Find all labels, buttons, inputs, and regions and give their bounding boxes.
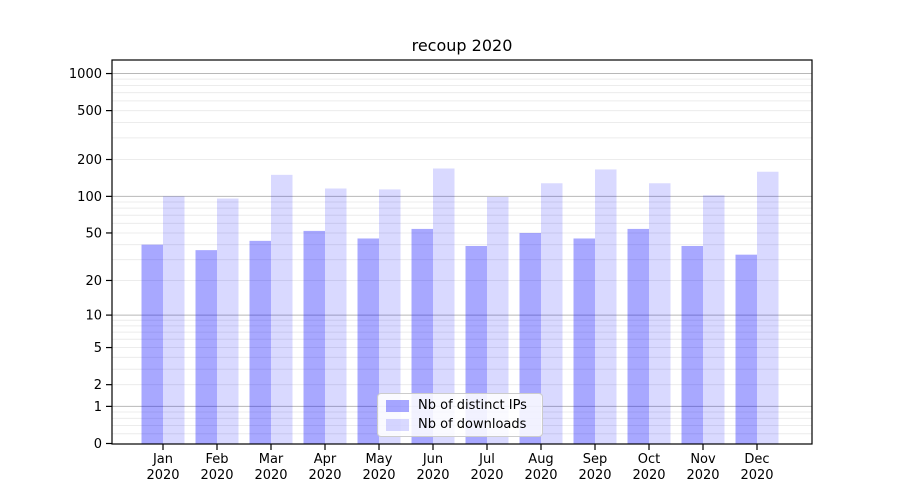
bar-distinct-ips [141,244,163,444]
plot-frame [111,59,813,445]
bar-distinct-ips [249,240,271,444]
bar-downloads [433,168,455,444]
x-tick-label-year: 2020 [740,468,773,483]
legend: Nb of distinct IPs Nb of downloads [377,393,543,437]
x-tick-label-month: Aug [528,452,553,467]
bar-downloads [595,169,617,444]
x-tick-label-year: 2020 [632,468,665,483]
x-tick-label-month: Sep [583,452,608,467]
bar-downloads [217,198,239,444]
bar-downloads [541,183,563,444]
y-tick-label: 2 [94,378,102,393]
bar-distinct-ips [195,250,217,444]
bar-downloads [757,171,779,444]
x-tick-label-month: Jun [422,452,443,467]
x-tick-label-month: Mar [259,452,284,467]
y-tick-label: 200 [77,153,102,168]
x-tick-label-month: Feb [205,452,228,467]
x-tick-label-month: May [366,452,393,467]
x-tick-label-year: 2020 [254,468,287,483]
y-tick-label: 1 [94,400,102,415]
x-tick-label-year: 2020 [416,468,449,483]
y-tick-label: 1000 [69,67,102,82]
x-tick-label-year: 2020 [686,468,719,483]
x-tick-label-month: Apr [314,452,337,467]
y-tick-label: 10 [85,309,102,324]
y-tick-label: 50 [85,226,102,241]
chart-title: recoup 2020 [411,36,513,55]
x-tick-label-year: 2020 [200,468,233,483]
bar-distinct-ips [303,230,325,444]
x-tick-label-year: 2020 [470,468,503,483]
legend-swatch-distinct-ips-icon [386,399,409,412]
bar-distinct-ips [573,238,595,444]
y-tick-label: 0 [94,437,102,452]
x-tick-label-year: 2020 [524,468,557,483]
bar-distinct-ips [411,228,433,444]
bar-downloads [487,196,509,444]
bar-downloads [703,195,725,444]
y-tick-label: 500 [77,104,102,119]
y-tick-label: 100 [77,190,102,205]
bar-distinct-ips [519,232,541,444]
bar-downloads [649,183,671,444]
bar-distinct-ips [735,254,757,444]
x-tick-label-month: Dec [744,452,769,467]
x-tick-label-month: Nov [690,452,716,467]
x-tick-label-month: Oct [638,452,660,467]
legend-item-downloads: Nb of downloads [386,416,534,433]
bar-distinct-ips [357,238,379,444]
bar-downloads [379,189,401,444]
x-tick-label-year: 2020 [362,468,395,483]
bar-distinct-ips [681,245,703,444]
x-tick-label-month: Jul [478,452,495,467]
bar-distinct-ips [627,228,649,444]
x-tick-label-month: Jan [152,452,173,467]
legend-item-distinct-ips: Nb of distinct IPs [386,397,534,414]
bar-downloads [325,188,347,444]
legend-label-distinct-ips: Nb of distinct IPs [418,398,527,413]
y-tick-label: 5 [94,341,102,356]
x-tick-label-year: 2020 [578,468,611,483]
y-tick-label: 20 [85,274,102,289]
bar-downloads [163,196,185,444]
legend-label-downloads: Nb of downloads [418,417,527,432]
x-tick-label-year: 2020 [146,468,179,483]
x-tick-label-year: 2020 [308,468,341,483]
bar-downloads [271,174,293,444]
legend-swatch-downloads-icon [386,418,409,431]
